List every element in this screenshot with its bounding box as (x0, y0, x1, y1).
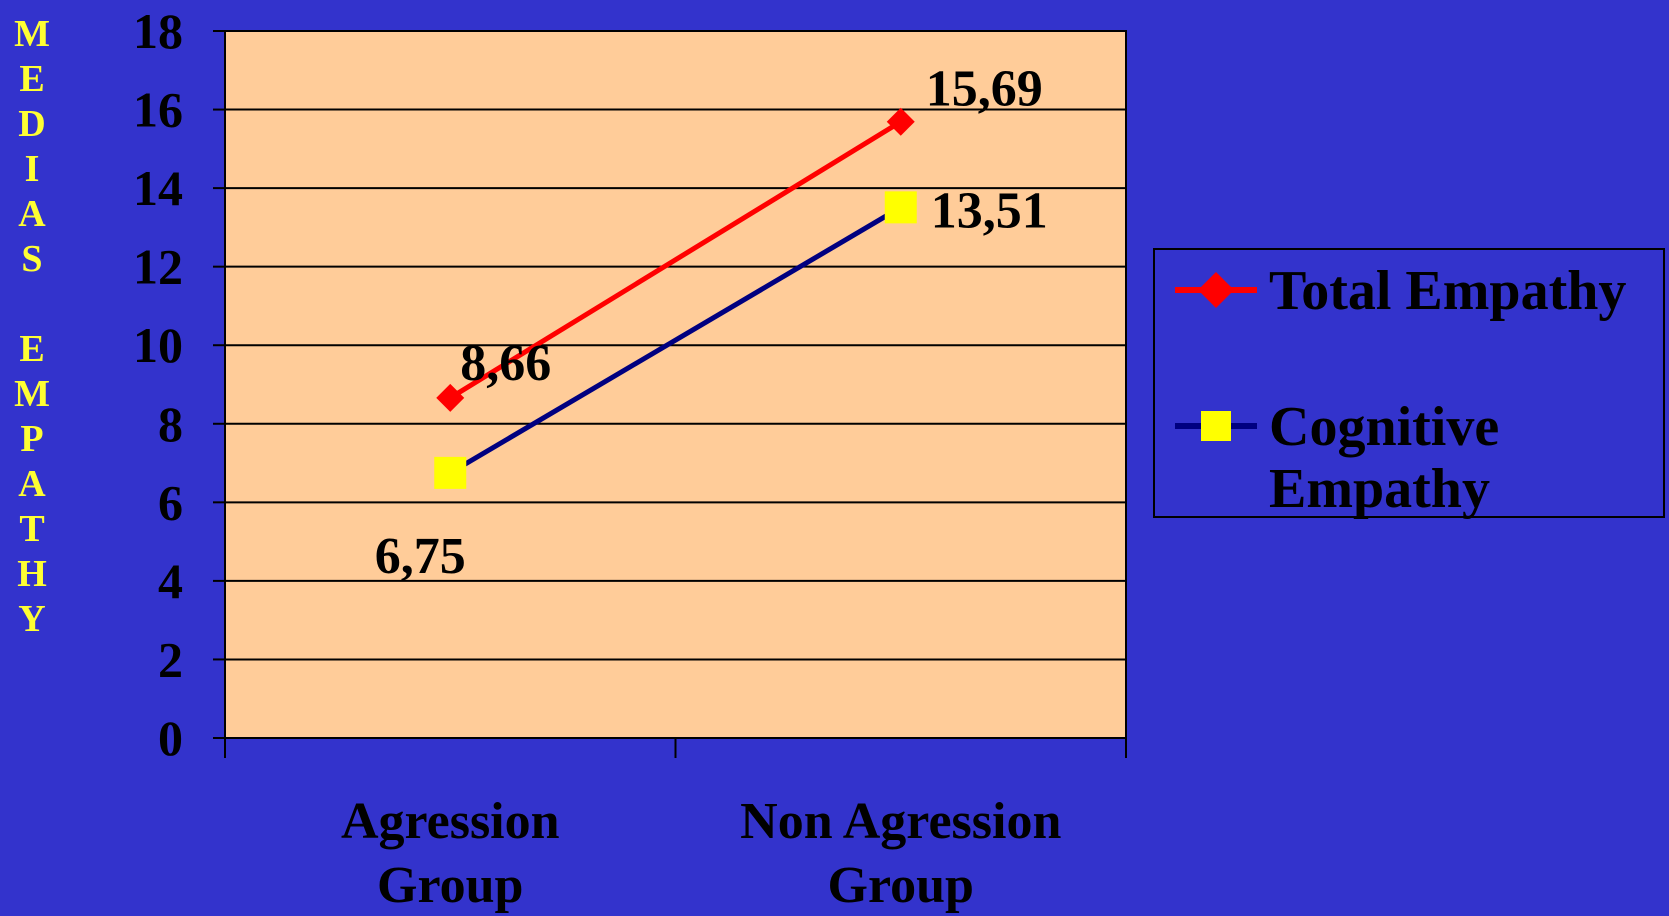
y-tick-label: 12 (133, 239, 183, 295)
legend-label-cognitive-empathy: Cognitive Empathy (1269, 396, 1500, 520)
x-tick-label: Non Agression Group (740, 793, 1061, 914)
data-label: 6,75 (375, 528, 466, 585)
y-tick-label: 4 (158, 553, 183, 609)
y-axis-label-letter: Y (18, 598, 46, 640)
series-layer (434, 107, 917, 489)
y-tick-label: 6 (158, 474, 183, 530)
y-tick-label: 2 (158, 631, 183, 687)
y-tick-label: 10 (133, 317, 183, 373)
y-tick-label: 16 (133, 82, 183, 138)
gridlines (213, 30, 1127, 758)
legend-marker-total-empathy (1175, 272, 1257, 308)
y-tick-label: 18 (133, 3, 183, 59)
y-axis-label-letter: A (18, 463, 46, 505)
y-axis-label-letter: M (14, 373, 50, 415)
data-point (436, 383, 465, 412)
legend-marker-cognitive-empathy (1175, 411, 1257, 441)
data-label: 8,66 (460, 335, 551, 392)
series-line (448, 119, 903, 400)
plot-area (224, 30, 1127, 739)
y-axis-label-letter: E (19, 58, 45, 100)
y-axis-label-letter: H (17, 553, 47, 595)
y-axis-label-letter: T (19, 508, 45, 550)
data-label: 13,51 (931, 182, 1048, 239)
series-line (448, 205, 903, 476)
y-tick-label: 0 (158, 710, 183, 766)
y-tick-labels: 0 2 4 6 8 10 12 14 16 18 (133, 3, 183, 766)
y-tick-label: 14 (133, 160, 183, 216)
y-axis-label-letter: I (24, 148, 40, 190)
legend-label-total-empathy: Total Empathy (1269, 260, 1627, 322)
x-tick-label: Agression Group (341, 793, 560, 914)
y-axis-label-letter: M (14, 13, 50, 55)
y-axis-label-letter: D (18, 103, 46, 145)
y-tick-label: 8 (158, 396, 183, 452)
data-point (886, 107, 915, 136)
data-labels: 8,66 15,69 6,75 13,51 (375, 61, 1048, 585)
data-point (884, 191, 917, 224)
data-label: 15,69 (926, 61, 1043, 118)
y-axis-label-letter: A (18, 193, 46, 235)
y-axis-label-letter: P (20, 418, 44, 460)
x-tick-labels: Agression Group Non Agression Group (341, 793, 1062, 914)
data-point (434, 456, 467, 489)
y-axis-label-letter: S (21, 238, 43, 280)
legend: Total Empathy Cognitive Empathy (1153, 248, 1665, 520)
y-axis-label-letter: E (19, 328, 45, 370)
